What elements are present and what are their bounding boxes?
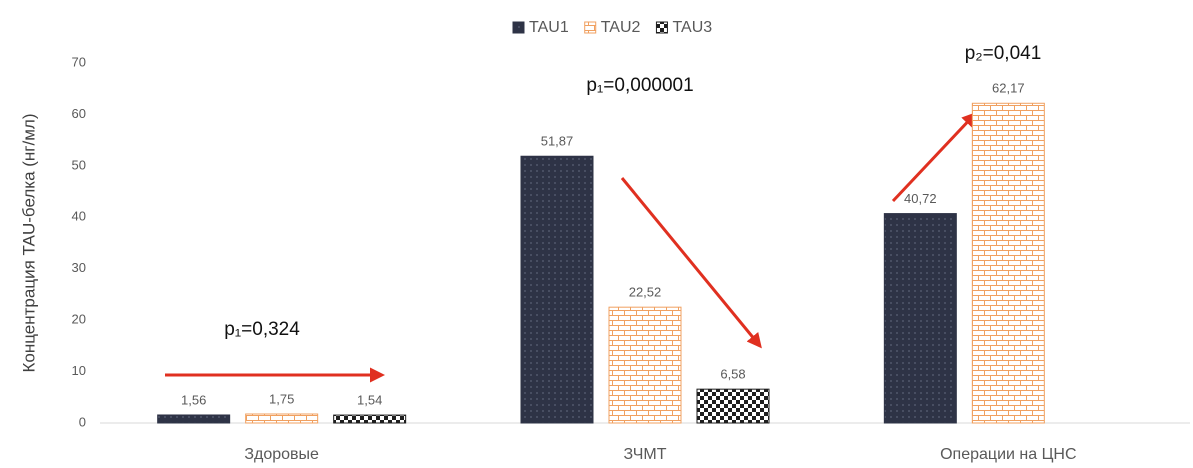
x-tick-label: Здоровые [244,446,319,463]
legend-label: TAU2 [601,19,641,36]
bar [520,155,594,424]
x-tick-label: ЗЧМТ [623,446,666,463]
legend-label: TAU1 [529,19,569,36]
y-tick-label: 40 [72,209,86,224]
annotation: p₁=0,000001 [586,75,693,96]
bar [245,413,319,424]
data-label: 62,17 [992,81,1025,96]
y-tick-label: 0 [79,414,86,429]
y-tick-label: 20 [72,312,86,327]
data-label: 1,75 [269,391,294,406]
y-tick-label: 30 [72,260,86,275]
bar [608,306,682,424]
bar [696,388,770,424]
data-label: 51,87 [541,134,574,149]
legend-swatch [512,21,525,34]
y-axis-label: Концентрация TAU-белка (нг/мл) [19,114,38,373]
data-label: 22,52 [629,285,662,300]
annotation: p₁=0,324 [224,319,300,340]
data-label: 1,54 [357,393,382,408]
bar [883,213,957,424]
annotation: p₂=0,041 [965,43,1042,64]
y-tick-label: 60 [72,106,86,121]
y-tick-label: 70 [72,54,86,69]
arrow [891,111,978,203]
arrow [620,177,762,349]
y-tick-label: 10 [72,363,86,378]
legend-swatch [655,21,668,34]
bar [333,414,407,424]
legend-swatch [584,21,597,34]
bar [157,414,231,424]
y-tick-label: 50 [72,157,86,172]
data-label: 40,72 [904,191,937,206]
bar [971,102,1045,424]
data-label: 1,56 [181,392,206,407]
data-label: 6,58 [720,367,745,382]
legend-label: TAU3 [672,19,712,36]
x-tick-label: Операции на ЦНС [940,446,1076,463]
